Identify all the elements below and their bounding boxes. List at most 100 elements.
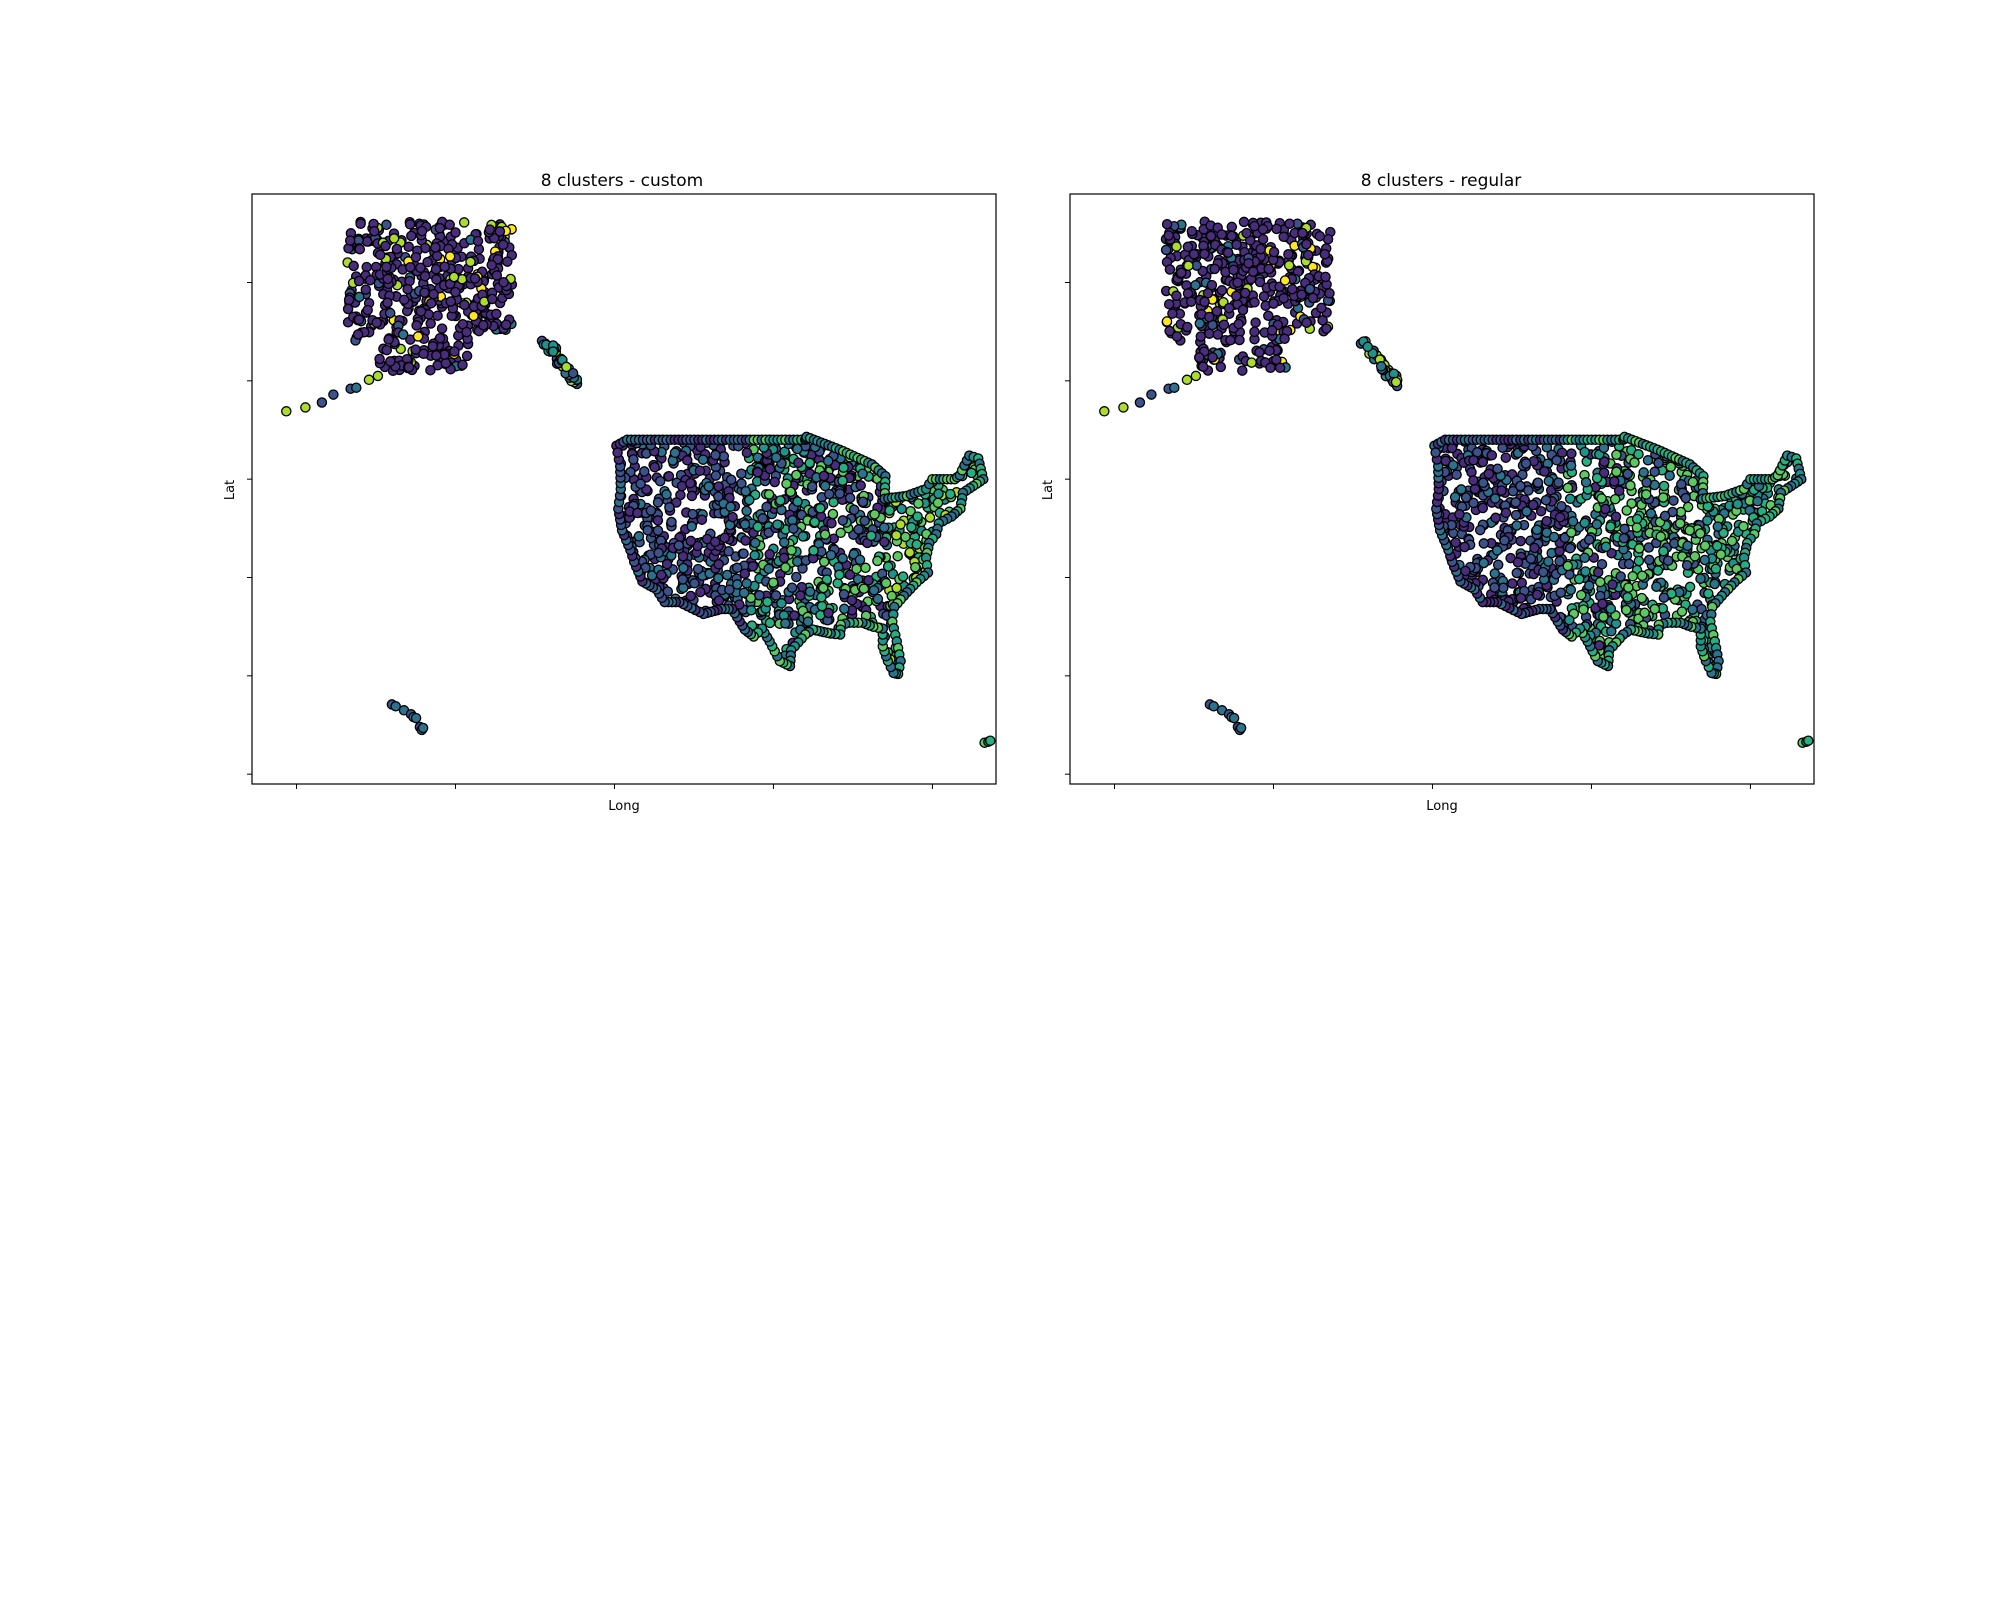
scatter-point <box>906 521 917 533</box>
scatter-point <box>848 504 860 516</box>
scatter-point <box>458 217 470 228</box>
scatter-point <box>1490 512 1501 524</box>
scatter-point <box>761 501 772 513</box>
scatter-point <box>1611 449 1622 461</box>
scatter-point <box>469 273 481 284</box>
scatter-point <box>1450 537 1461 548</box>
scatter-point <box>859 515 870 527</box>
scatter-point <box>832 578 843 589</box>
scatter-point <box>1687 476 1699 488</box>
scatter-point <box>1204 311 1215 323</box>
scatter-point <box>1566 448 1577 459</box>
scatter-point <box>459 299 470 311</box>
scatter-point <box>1606 626 1617 637</box>
scatter-point <box>1194 318 1206 329</box>
scatter-point <box>802 616 814 627</box>
scatter-point <box>778 537 790 548</box>
scatter-point <box>1674 518 1686 529</box>
scatter-point <box>1246 357 1257 368</box>
scatter-point <box>439 261 450 272</box>
scatter-point <box>1296 289 1307 300</box>
scatter-point <box>816 592 827 603</box>
scatter-point <box>1314 230 1326 242</box>
scatter-point <box>1512 557 1524 568</box>
scatter-point <box>652 525 664 536</box>
axis-ticks <box>247 282 933 789</box>
scatter-point <box>851 563 862 575</box>
scatter-point <box>1639 607 1650 619</box>
scatter-point <box>1237 304 1249 316</box>
scatter-point <box>444 251 456 262</box>
scatter-point <box>412 331 424 342</box>
scatter-point <box>1231 239 1242 250</box>
scatter-point <box>1621 604 1632 616</box>
scatter-point <box>740 485 751 497</box>
scatter-point <box>844 569 856 581</box>
scatter-point <box>431 274 442 285</box>
scatter-point <box>1564 614 1575 626</box>
scatter-point <box>1600 541 1612 553</box>
scatter-point <box>374 353 385 365</box>
scatter-point <box>383 334 394 345</box>
scatter-point <box>1247 266 1259 277</box>
scatter-point <box>355 218 366 230</box>
scatter-point <box>1283 248 1294 260</box>
scatter-point <box>844 492 856 504</box>
scatter-point <box>1718 527 1729 539</box>
scatter-point <box>342 303 354 315</box>
scatter-point <box>763 563 774 575</box>
scatter-point <box>1239 287 1251 299</box>
scatter-point <box>732 579 743 590</box>
scatter-point <box>724 584 735 595</box>
scatter-point <box>1618 533 1630 544</box>
scatter-point <box>1182 241 1194 253</box>
scatter-point <box>1266 325 1278 336</box>
scatter-point <box>418 348 429 360</box>
scatter-point <box>431 350 442 361</box>
scatter-point <box>1540 494 1552 506</box>
scatter-point <box>1687 604 1698 615</box>
scatter-point <box>1575 589 1587 601</box>
scatter-point <box>1161 218 1173 230</box>
scatter-point <box>1694 528 1706 539</box>
scatter-point <box>678 562 689 574</box>
scatter-point <box>1164 325 1175 337</box>
scatter-point <box>360 284 372 295</box>
scatter-point <box>822 455 834 467</box>
scatter-point <box>398 294 410 305</box>
scatter-point <box>685 477 696 489</box>
scatter-point <box>374 249 386 261</box>
scatter-point <box>403 241 414 253</box>
scatter-point <box>795 590 806 601</box>
scatter-point <box>1492 463 1503 474</box>
scatter-point <box>1653 457 1664 469</box>
scatter-point <box>1297 227 1308 239</box>
scatter-point <box>1468 497 1479 509</box>
scatter-point <box>697 454 709 465</box>
scatter-point <box>853 524 864 535</box>
scatter-point <box>1515 480 1526 492</box>
scatter-point <box>1548 531 1560 543</box>
scatter-point <box>789 610 800 621</box>
scatter-point <box>300 402 311 413</box>
y-axis-label: Lat <box>1041 480 1056 500</box>
scatter-point <box>924 512 936 523</box>
scatter-point <box>738 587 750 599</box>
scatter-point <box>770 452 782 463</box>
scatter-point <box>461 350 473 362</box>
scatter-point <box>1659 510 1671 522</box>
scatter-point <box>1695 573 1706 584</box>
scatter-point <box>1564 542 1576 554</box>
scatter-point <box>1684 581 1696 593</box>
scatter-point <box>381 261 392 273</box>
scatter-point <box>1623 558 1635 570</box>
scatter-point <box>1682 540 1693 552</box>
scatter-point <box>1430 447 1441 458</box>
scatter-point <box>1598 467 1610 479</box>
scatter-point <box>1171 331 1183 342</box>
scatter-point <box>686 521 697 532</box>
scatter-point <box>1622 591 1633 603</box>
scatter-point <box>1627 571 1638 582</box>
scatter-point <box>1284 218 1295 229</box>
scatter-point <box>316 397 328 408</box>
